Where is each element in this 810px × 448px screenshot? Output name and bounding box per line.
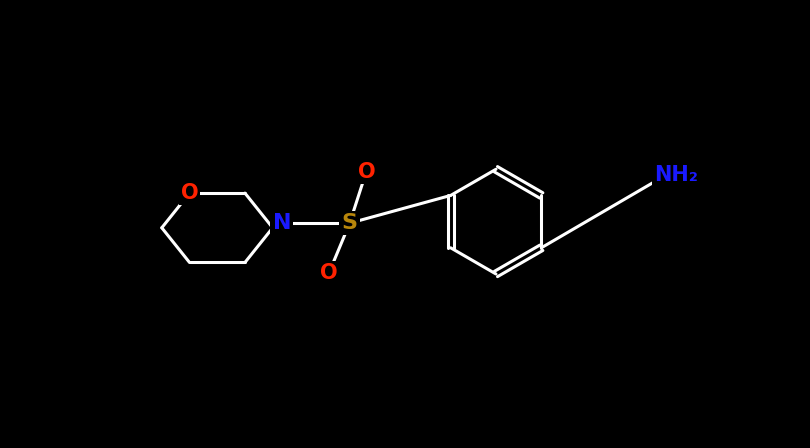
Text: NH₂: NH₂ <box>654 165 698 185</box>
Text: N: N <box>273 213 291 233</box>
Text: O: O <box>181 183 198 203</box>
Text: O: O <box>358 162 375 181</box>
Text: S: S <box>342 213 358 233</box>
Text: O: O <box>320 263 338 283</box>
